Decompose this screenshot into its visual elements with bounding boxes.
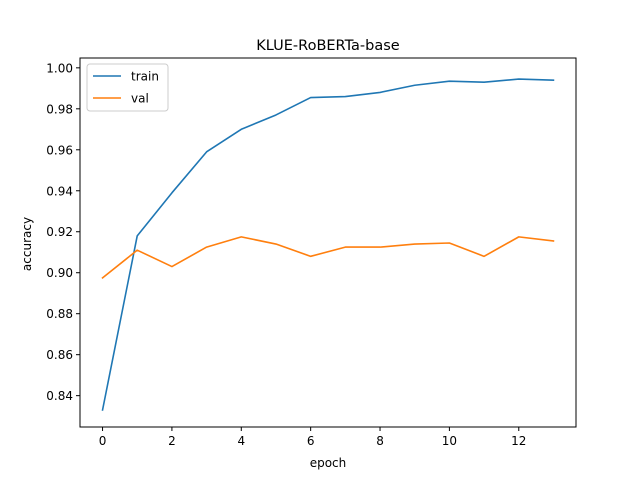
plot-frame [79,57,577,428]
legend-label-train: train [131,70,159,84]
x-tick-label: 6 [307,434,315,448]
y-tick-label: 0.98 [46,102,73,116]
x-axis-label: epoch [310,456,347,470]
x-tick-label: 4 [237,434,245,448]
y-axis-label: accuracy [20,217,34,271]
legend: train val [86,63,169,112]
y-tick-label: 0.92 [46,225,73,239]
x-tick-label: 8 [376,434,384,448]
x-tick-label: 2 [168,434,176,448]
series-line-train [101,78,555,411]
plot-series [101,78,555,411]
x-tick-label: 0 [99,434,107,448]
x-tick-label: 10 [442,434,457,448]
axis-ticks: 0 2 4 6 8 10 12 0.84 0.86 0.88 0.90 0.92 0.94 0.96 0.9… [46,61,526,448]
chart-title: KLUE-RoBERTa-base [256,38,400,54]
y-tick-label: 0.96 [46,143,73,157]
y-tick-label: 0.88 [46,307,73,321]
y-tick-label: 0.86 [46,348,73,362]
y-tick-label: 0.90 [46,266,73,280]
y-tick-label: 0.94 [46,184,73,198]
x-tick-label: 12 [511,434,526,448]
y-tick-label: 0.84 [46,389,73,403]
y-tick-label: 1.00 [46,61,73,75]
legend-label-val: val [131,92,149,106]
series-line-val [101,236,555,279]
